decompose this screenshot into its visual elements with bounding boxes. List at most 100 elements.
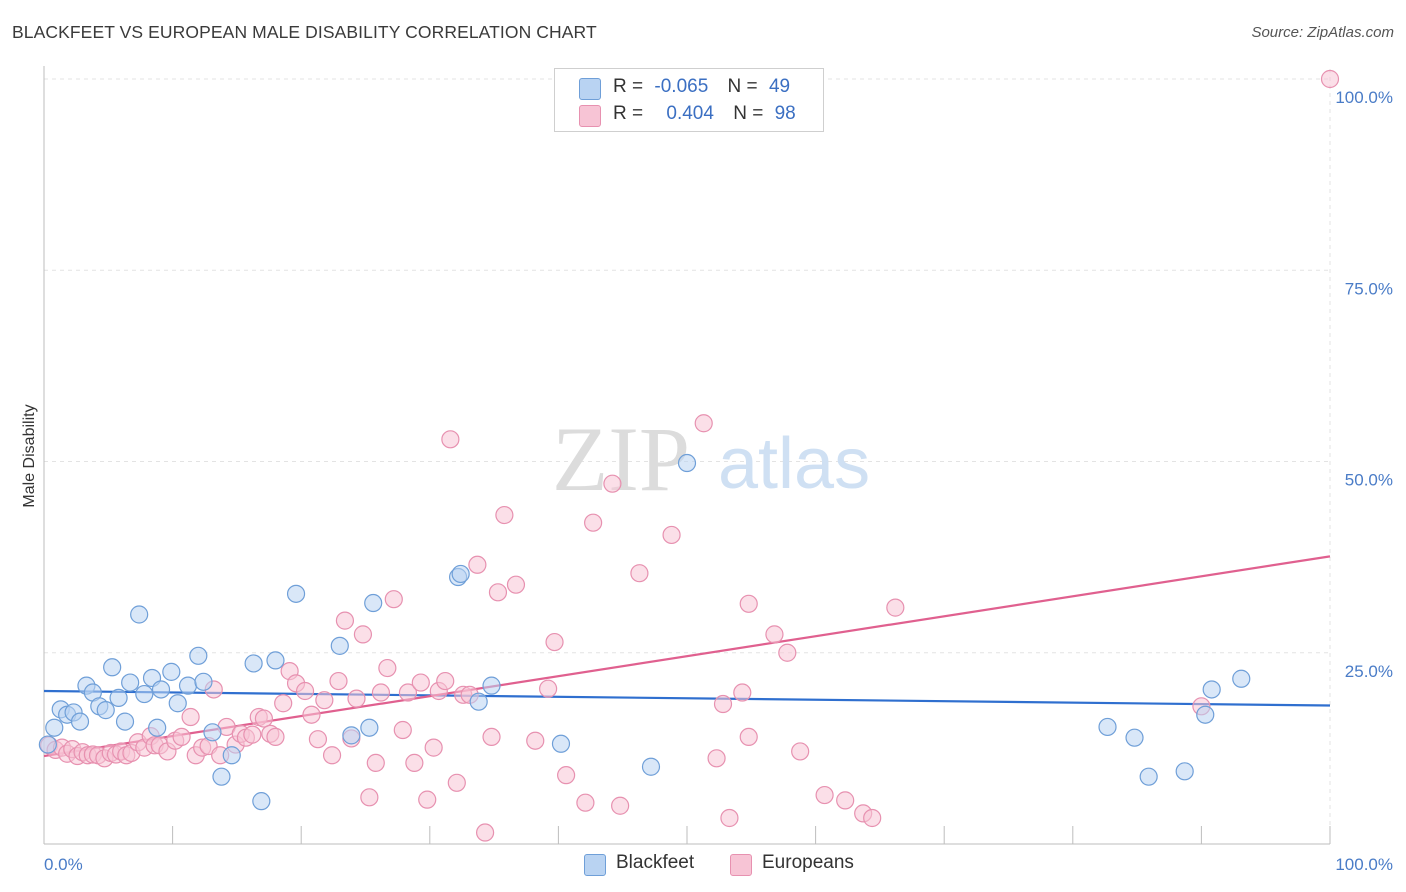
x-tick-label: 100.0% (1335, 855, 1393, 874)
n-label: N = (727, 76, 758, 97)
blackfeet-point (1125, 728, 1144, 747)
blackfeet-point (1232, 669, 1251, 688)
blackfeet-point (130, 605, 149, 624)
europeans-point (274, 694, 293, 713)
europeans-point (584, 513, 603, 532)
blackfeet-point (469, 692, 488, 711)
blackfeet-point (178, 676, 198, 695)
blackfeet-point (451, 564, 470, 584)
legend-label-blackfeet: Blackfeet (616, 852, 695, 873)
europeans-point (378, 658, 397, 678)
r-label: R = (613, 76, 644, 97)
europeans-point (302, 705, 321, 724)
y-tick-label: 50.0% (1345, 471, 1393, 490)
blackfeet-point (194, 672, 213, 691)
blackfeet-point (1139, 767, 1158, 786)
r-label: R = (613, 103, 644, 124)
blackfeet-point (45, 718, 64, 737)
europeans-point (733, 683, 752, 702)
blackfeet-point (342, 726, 361, 745)
europeans-point (398, 683, 418, 702)
watermark-atlas: atlas (718, 424, 870, 504)
y-tick-label: 75.0% (1345, 279, 1393, 298)
europeans-point (441, 430, 460, 449)
europeans-point (366, 753, 385, 773)
europeans-point (539, 679, 558, 698)
europeans-point (495, 505, 514, 525)
blackfeet-point (286, 584, 306, 603)
blackfeet-point (162, 662, 181, 681)
europeans-point (506, 575, 526, 594)
blackfeet-point (148, 718, 167, 737)
watermark-zip: ZIP (552, 408, 690, 510)
legend-label-europeans: Europeans (762, 852, 854, 873)
blackfeet-point (212, 767, 231, 786)
europeans-point (488, 583, 508, 602)
blackfeet-point (330, 636, 349, 655)
europeans-point (603, 474, 622, 493)
europeans-point (424, 738, 443, 757)
europeans-point (335, 611, 355, 630)
europeans-point (405, 753, 424, 773)
europeans-point (791, 742, 810, 761)
europeans-point (713, 694, 733, 714)
n-value: 98 (774, 103, 796, 124)
n-label: N = (733, 103, 764, 124)
blackfeet-trend-line (43, 689, 1331, 707)
europeans-point (436, 671, 455, 691)
tick-labels: 25.0% 50.0% 75.0% 100.0% 0.0% 100.0% (44, 88, 1393, 874)
blackfeet-point (109, 688, 128, 707)
blackfeet-point (103, 658, 122, 677)
europeans-point (353, 625, 373, 644)
blackfeet-point (96, 701, 115, 720)
blackfeet-point (168, 694, 187, 713)
europeans-point (720, 808, 739, 828)
europeans-point (1320, 69, 1340, 89)
europeans-point (384, 590, 403, 609)
r-value: 0.404 (666, 103, 714, 124)
europeans-point (765, 625, 784, 644)
source-credit: Source: ZipAtlas.com (1251, 24, 1394, 41)
europeans-point (739, 727, 758, 747)
blackfeet-swatch (579, 78, 601, 100)
data-points (38, 69, 1340, 842)
europeans-point (254, 709, 274, 728)
europeans-point (475, 823, 495, 842)
europeans-point (295, 681, 315, 701)
y-tick-label: 100.0% (1335, 88, 1393, 107)
europeans-point (557, 766, 576, 785)
europeans-point (172, 727, 191, 747)
blackfeet-point (222, 746, 241, 765)
europeans-point (662, 525, 681, 545)
n-value: 49 (768, 76, 791, 97)
y-tick-label: 25.0% (1345, 662, 1393, 681)
blackfeet-point (1196, 705, 1215, 724)
blackfeet-point (189, 646, 208, 665)
chart-title: BLACKFEET VS EUROPEAN MALE DISABILITY CO… (12, 22, 597, 42)
blackfeet-point (70, 712, 90, 731)
blackfeet-point (641, 757, 661, 776)
blackfeet-point (1175, 762, 1194, 781)
blackfeet-point (135, 684, 154, 704)
europeans-point (308, 730, 328, 749)
blackfeet-point (266, 651, 285, 670)
europeans-point (243, 725, 262, 744)
series-legend: Blackfeet Europeans (0, 850, 1406, 880)
blackfeet-point (1098, 717, 1117, 737)
blackfeet-point (252, 792, 271, 811)
blackfeet-point (364, 593, 383, 613)
europeans-point (393, 720, 412, 740)
blackfeet-point (121, 673, 140, 692)
europeans-point (266, 727, 285, 747)
blackfeet-point (115, 712, 135, 731)
blackfeet-point (38, 735, 57, 754)
europeans-swatch (730, 854, 752, 876)
europeans-point (447, 773, 466, 792)
blackfeet-point (203, 723, 222, 742)
europeans-point (815, 785, 834, 805)
blackfeet-point (482, 676, 501, 695)
europeans-point (863, 808, 882, 828)
europeans-point (482, 727, 501, 747)
europeans-point (739, 594, 758, 613)
